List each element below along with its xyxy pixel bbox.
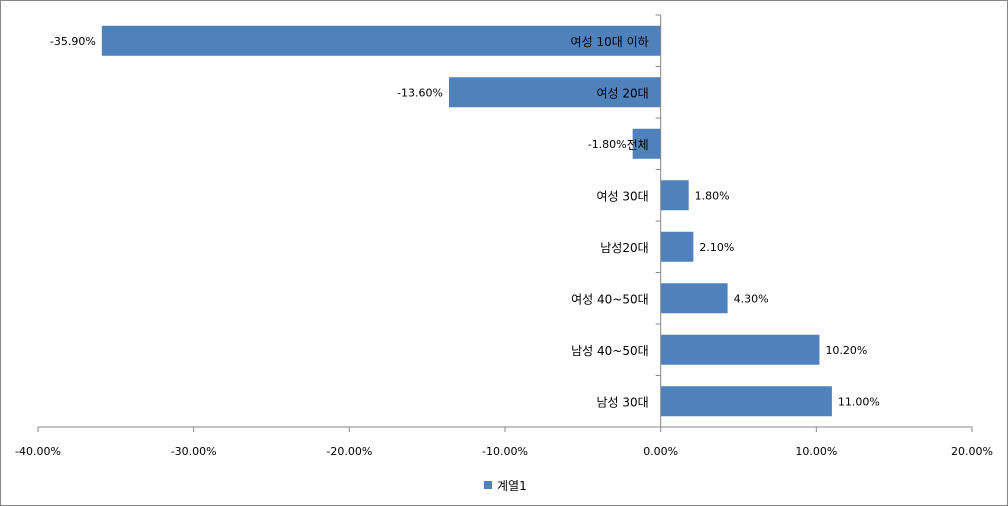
data-label: 4.30% <box>734 292 769 305</box>
axis-layer <box>37 14 973 432</box>
category-label: 남성 30대 <box>596 395 648 409</box>
category-label: 여성 40~50대 <box>571 292 649 306</box>
legend-label: 계열1 <box>497 479 527 493</box>
legend-swatch <box>484 481 492 489</box>
x-tick-label: 0.00% <box>643 445 678 458</box>
bar <box>660 180 689 211</box>
bar <box>660 334 820 365</box>
legend: 계열1 <box>484 479 527 493</box>
bar <box>448 77 661 108</box>
data-label: 10.20% <box>825 344 867 357</box>
category-label: 여성 30대 <box>596 189 648 203</box>
data-label: -13.60% <box>397 86 443 99</box>
data-label: -1.80% <box>588 138 627 151</box>
bar <box>660 283 728 314</box>
x-tick-label: -30.00% <box>171 445 217 458</box>
x-tick-label: 10.00% <box>795 445 837 458</box>
category-label: 남성 40~50대 <box>571 344 649 358</box>
labels-layer: -40.00% -30.00% -20.00% -10.00% 0.00% 10.00% 2… <box>15 35 993 458</box>
data-label: -35.90% <box>50 35 96 48</box>
category-label: 전체 <box>627 138 649 152</box>
bar <box>660 386 832 417</box>
bar <box>101 25 661 56</box>
category-label: 남성20대 <box>600 241 648 255</box>
category-label: 여성 10대 이하 <box>571 35 649 49</box>
bar <box>632 128 661 159</box>
x-tick-label: 20.00% <box>951 445 993 458</box>
bar <box>660 231 694 262</box>
x-tick-label: -20.00% <box>326 445 372 458</box>
category-label: 여성 20대 <box>596 86 648 100</box>
x-tick-label: -40.00% <box>15 445 61 458</box>
x-tick-label: -10.00% <box>482 445 528 458</box>
data-label: 1.80% <box>695 189 730 202</box>
bars-layer <box>101 25 832 417</box>
data-label: 11.00% <box>838 395 880 408</box>
data-label: 2.10% <box>699 241 734 254</box>
